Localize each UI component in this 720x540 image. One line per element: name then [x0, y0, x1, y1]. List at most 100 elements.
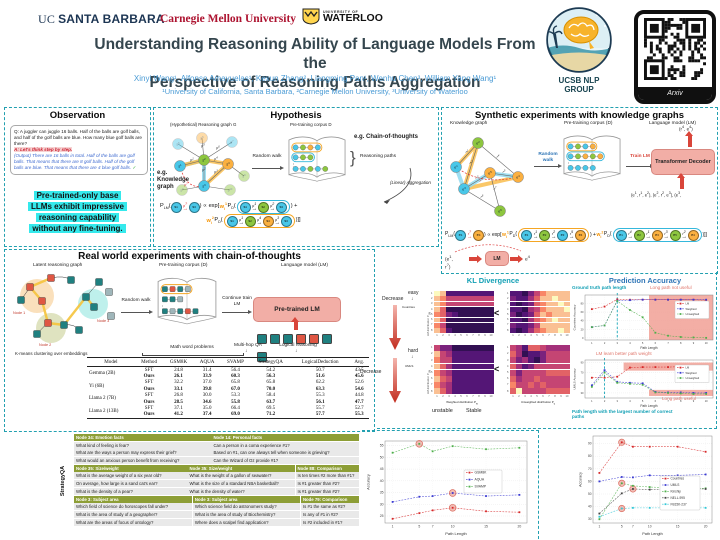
svg-text:9: 9: [693, 399, 695, 403]
svg-text:⋮: ⋮: [160, 305, 165, 311]
svg-text:50: 50: [588, 492, 592, 496]
strategyqa-header-row: Node 35: Size/weight Node 35: Size/weight…: [74, 464, 360, 473]
strategyqa-cell: What are the ways a person may express t…: [74, 449, 211, 457]
heatmap-cell: [546, 317, 552, 323]
table-cell: 63.7: [266, 399, 276, 405]
heatmap-cell: [540, 328, 546, 333]
heatmap-cell: [440, 388, 446, 395]
relation-arrow: r1 →: [645, 230, 652, 240]
weight-term: wi2: [596, 229, 604, 239]
heatmap-cell: [528, 317, 534, 323]
heatmap-cell: [522, 301, 528, 307]
heatmap-cell: [540, 312, 546, 318]
y-tick: 2: [431, 296, 433, 300]
heatmap-cell: [528, 322, 534, 328]
heatmap-cell: [522, 357, 528, 364]
heatmap-cell: [552, 317, 558, 323]
strategyqa-header-cell: Node 14: Personal facts: [211, 434, 360, 441]
heatmap-cell: [446, 345, 452, 351]
largest-paths-annotation: Path length with the largest number of c…: [572, 409, 673, 419]
svg-text:e2: e2: [476, 140, 480, 145]
svg-text:15: 15: [484, 525, 488, 529]
heatmap-cell: [540, 382, 546, 388]
heatmap-cell: [528, 306, 534, 312]
heatmap-cell: [434, 322, 440, 328]
table-cell: 50.7: [315, 367, 325, 373]
svg-text:s5: s5: [176, 141, 180, 146]
token-square: [270, 334, 280, 344]
heatmap-cell: [446, 351, 452, 357]
heatmap-hard-unweighted: 1 2 3 4 5 6 7 8 1 2 3 4 5 6 7 8 9 10: [504, 345, 570, 400]
heatmap-cell: [522, 345, 528, 351]
svg-text:s3: s3: [202, 183, 206, 188]
heatmap-cell: [528, 351, 534, 357]
heatmap-cell: [482, 306, 488, 312]
heatmap-cell: [476, 306, 482, 312]
ucsb-logo: UC SANTA BARBARA: [38, 12, 165, 27]
affiliations: ¹University of California, Santa Barbara…: [162, 87, 468, 96]
heatmap-cell: [546, 363, 552, 370]
y-tick: 8: [431, 328, 433, 332]
kl-xlabel-unweighted: Unweighted distribution Pu: [520, 400, 556, 406]
heatmap-cell: [470, 291, 476, 296]
heatmap-cell: [564, 363, 570, 370]
strategyqa-row: What are the ways a person may express t…: [74, 449, 360, 457]
lm-box: LM: [485, 251, 509, 266]
heatmap-cell: [446, 317, 452, 323]
x-tick: 6: [542, 333, 544, 337]
x-tick: 5: [536, 333, 538, 337]
x-tick: 5: [460, 333, 462, 337]
svg-text:70: 70: [588, 467, 592, 471]
heatmap-cell: [546, 345, 552, 351]
table-cell: 34.6: [202, 399, 212, 405]
svg-text:9: 9: [693, 341, 695, 345]
heatmap-cell: [482, 328, 488, 333]
heatmap-cell: [482, 357, 488, 364]
heatmap-cell: [446, 376, 452, 382]
heatmap-cell: [482, 317, 488, 323]
heatmap-cell: [534, 345, 540, 351]
takeaway-line: reasoning capability: [35, 213, 120, 222]
heatmap-cell: [458, 376, 464, 382]
x-tick: 6: [466, 395, 468, 399]
strategyqa-cell: Which science field do astronomers study…: [192, 503, 301, 511]
heatmap-cell: [470, 363, 476, 370]
heatmap-cell: [452, 296, 458, 302]
qr-code: Arxiv: [634, 10, 716, 104]
relation-arrow: p1 →: [238, 216, 245, 226]
strategyqa-cell: What is the weight of a gallon of seawat…: [187, 472, 295, 480]
heatmap-cell: [552, 363, 558, 370]
heatmap-cell: [516, 301, 522, 307]
heatmap-cell: [446, 306, 452, 312]
heatmap-cell: [464, 291, 470, 296]
svg-text:7: 7: [667, 341, 669, 345]
table-cell: Llama 2 (13B): [89, 409, 119, 415]
not-useful-annotation: Long path not useful: [650, 285, 692, 290]
svg-text:70: 70: [581, 371, 584, 375]
heatmap-cell: [452, 345, 458, 351]
column-header: LogicalDeduction: [291, 357, 350, 367]
random-walk-label: Random walk: [538, 152, 558, 163]
heatmap-cell: [458, 357, 464, 364]
heatmap-cell: [540, 291, 546, 296]
x-tick: 9: [484, 395, 486, 399]
strategyqa-row: On average, how large is a sand cat's ea…: [74, 480, 360, 488]
decrease-label: Decrease: [382, 296, 404, 302]
y-tick: 3: [431, 302, 433, 306]
heatmap-cell: [516, 369, 522, 376]
heatmap-cell: [528, 369, 534, 376]
svg-text:90: 90: [588, 442, 592, 446]
svg-text:35: 35: [380, 491, 384, 495]
x-tick: 2: [518, 333, 520, 337]
heatmap-cell: [434, 306, 440, 312]
table-row: Gemma (2B) SFT 24.8 31.4 56.4 54.2 50.7 43.5: [87, 367, 369, 376]
strategyqa-cell: Which field of science do horoscopes fal…: [74, 503, 193, 511]
relation-arrow: r4 →: [627, 230, 634, 240]
